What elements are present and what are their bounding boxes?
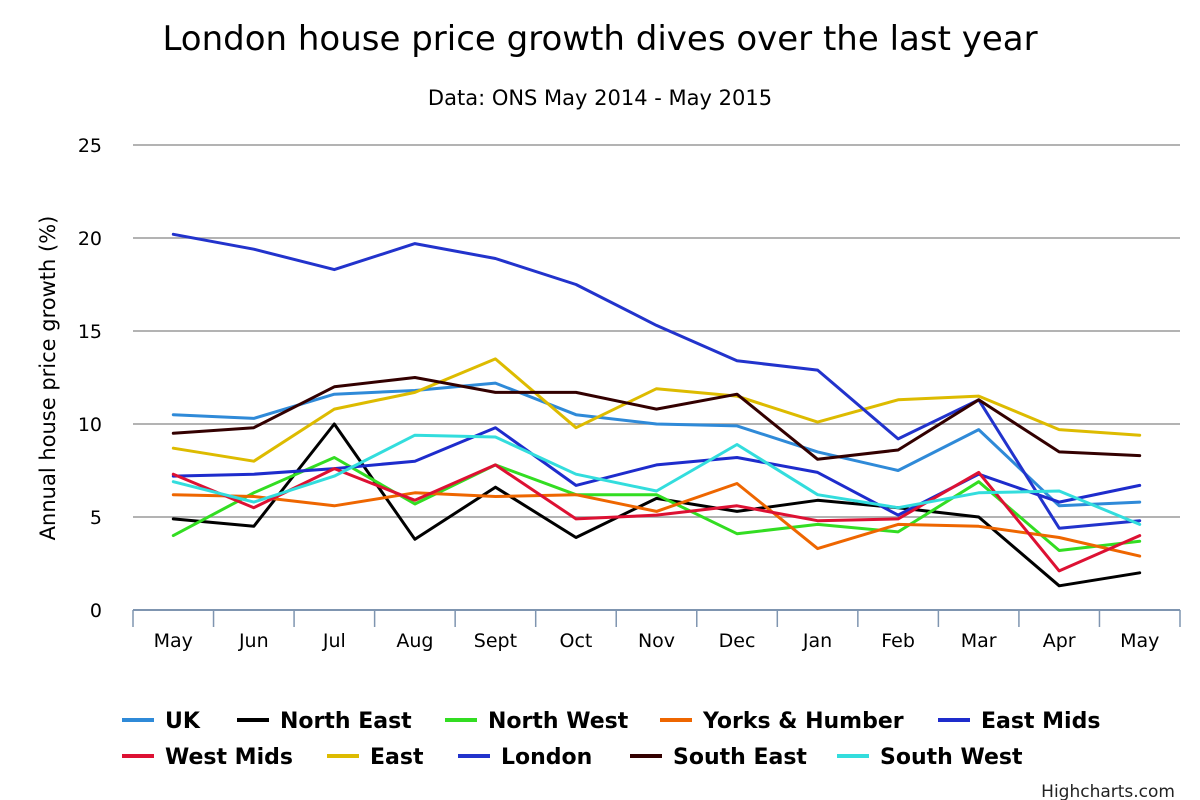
x-tick-label: May: [154, 630, 193, 652]
y-tick-label: 15: [78, 321, 102, 343]
chart-subtitle: Data: ONS May 2014 - May 2015: [428, 86, 772, 110]
legend-label: West Mids: [165, 745, 293, 770]
series-line-yorks-humber[interactable]: [171, 482, 1142, 558]
legend-label: East Mids: [981, 709, 1100, 734]
series-line-london[interactable]: [171, 232, 1142, 530]
legend-item[interactable]: South East: [630, 745, 807, 770]
series-line-east[interactable]: [171, 357, 1142, 463]
legend-label: UK: [165, 709, 201, 734]
x-tick-label: Mar: [961, 630, 997, 652]
legend-item[interactable]: North West: [445, 709, 629, 734]
x-tick-label: Nov: [638, 630, 675, 652]
legend-label: Yorks & Humber: [702, 709, 904, 734]
y-tick-label: 0: [90, 600, 102, 622]
legend-item[interactable]: North East: [237, 709, 412, 734]
x-tick-label: Jan: [802, 630, 832, 652]
chart-title: London house price growth dives over the…: [162, 19, 1037, 59]
credit-text[interactable]: Highcharts.com: [1041, 782, 1175, 800]
legend-item[interactable]: West Mids: [122, 745, 293, 770]
legend-item[interactable]: East Mids: [938, 709, 1100, 734]
series-line-north-east[interactable]: [171, 422, 1142, 588]
legend-label: South East: [673, 745, 807, 770]
series-line-south-west[interactable]: [171, 433, 1142, 526]
x-tick-label: Jun: [238, 630, 269, 652]
y-axis-ticks: 0 5 10 15 20 25: [78, 135, 102, 622]
series-line-west-mids[interactable]: [171, 463, 1142, 573]
series-line-north-west[interactable]: [171, 456, 1142, 552]
legend-label: North East: [280, 709, 412, 734]
y-tick-label: 10: [78, 414, 102, 436]
x-tick-label: Apr: [1043, 630, 1076, 652]
legend-item[interactable]: London: [458, 745, 592, 770]
legend-item[interactable]: East: [327, 745, 424, 770]
legend: UK North East North West Yorks & Humber East…: [122, 709, 1100, 770]
legend-item[interactable]: UK: [122, 709, 201, 734]
legend-label: North West: [488, 709, 629, 734]
series-line-south-east[interactable]: [171, 376, 1142, 461]
x-tick-label: Aug: [396, 630, 433, 652]
series-line-east-mids[interactable]: [171, 426, 1142, 517]
x-axis: May Jun Jul Aug Sept Oct Nov Dec Jan Feb Mar Apr May: [132, 609, 1181, 652]
y-axis-label: Annual house price growth (%): [36, 216, 60, 541]
x-tick-label: Oct: [560, 630, 593, 652]
legend-label: East: [370, 745, 424, 770]
series-line-uk[interactable]: [171, 381, 1142, 508]
y-tick-label: 25: [78, 135, 102, 157]
x-tick-label: May: [1120, 630, 1159, 652]
x-tick-label: Feb: [881, 630, 915, 652]
y-tick-label: 5: [90, 507, 102, 529]
legend-item[interactable]: South West: [837, 745, 1023, 770]
y-tick-label: 20: [78, 228, 102, 250]
legend-label: South West: [880, 745, 1023, 770]
x-tick-label: Dec: [719, 630, 756, 652]
series-lines: [171, 232, 1142, 588]
x-tick-label: Jul: [322, 630, 346, 652]
legend-label: London: [501, 745, 592, 770]
x-tick-label: Sept: [474, 630, 517, 652]
legend-item[interactable]: Yorks & Humber: [660, 709, 904, 734]
grid-lines: [133, 144, 1180, 518]
